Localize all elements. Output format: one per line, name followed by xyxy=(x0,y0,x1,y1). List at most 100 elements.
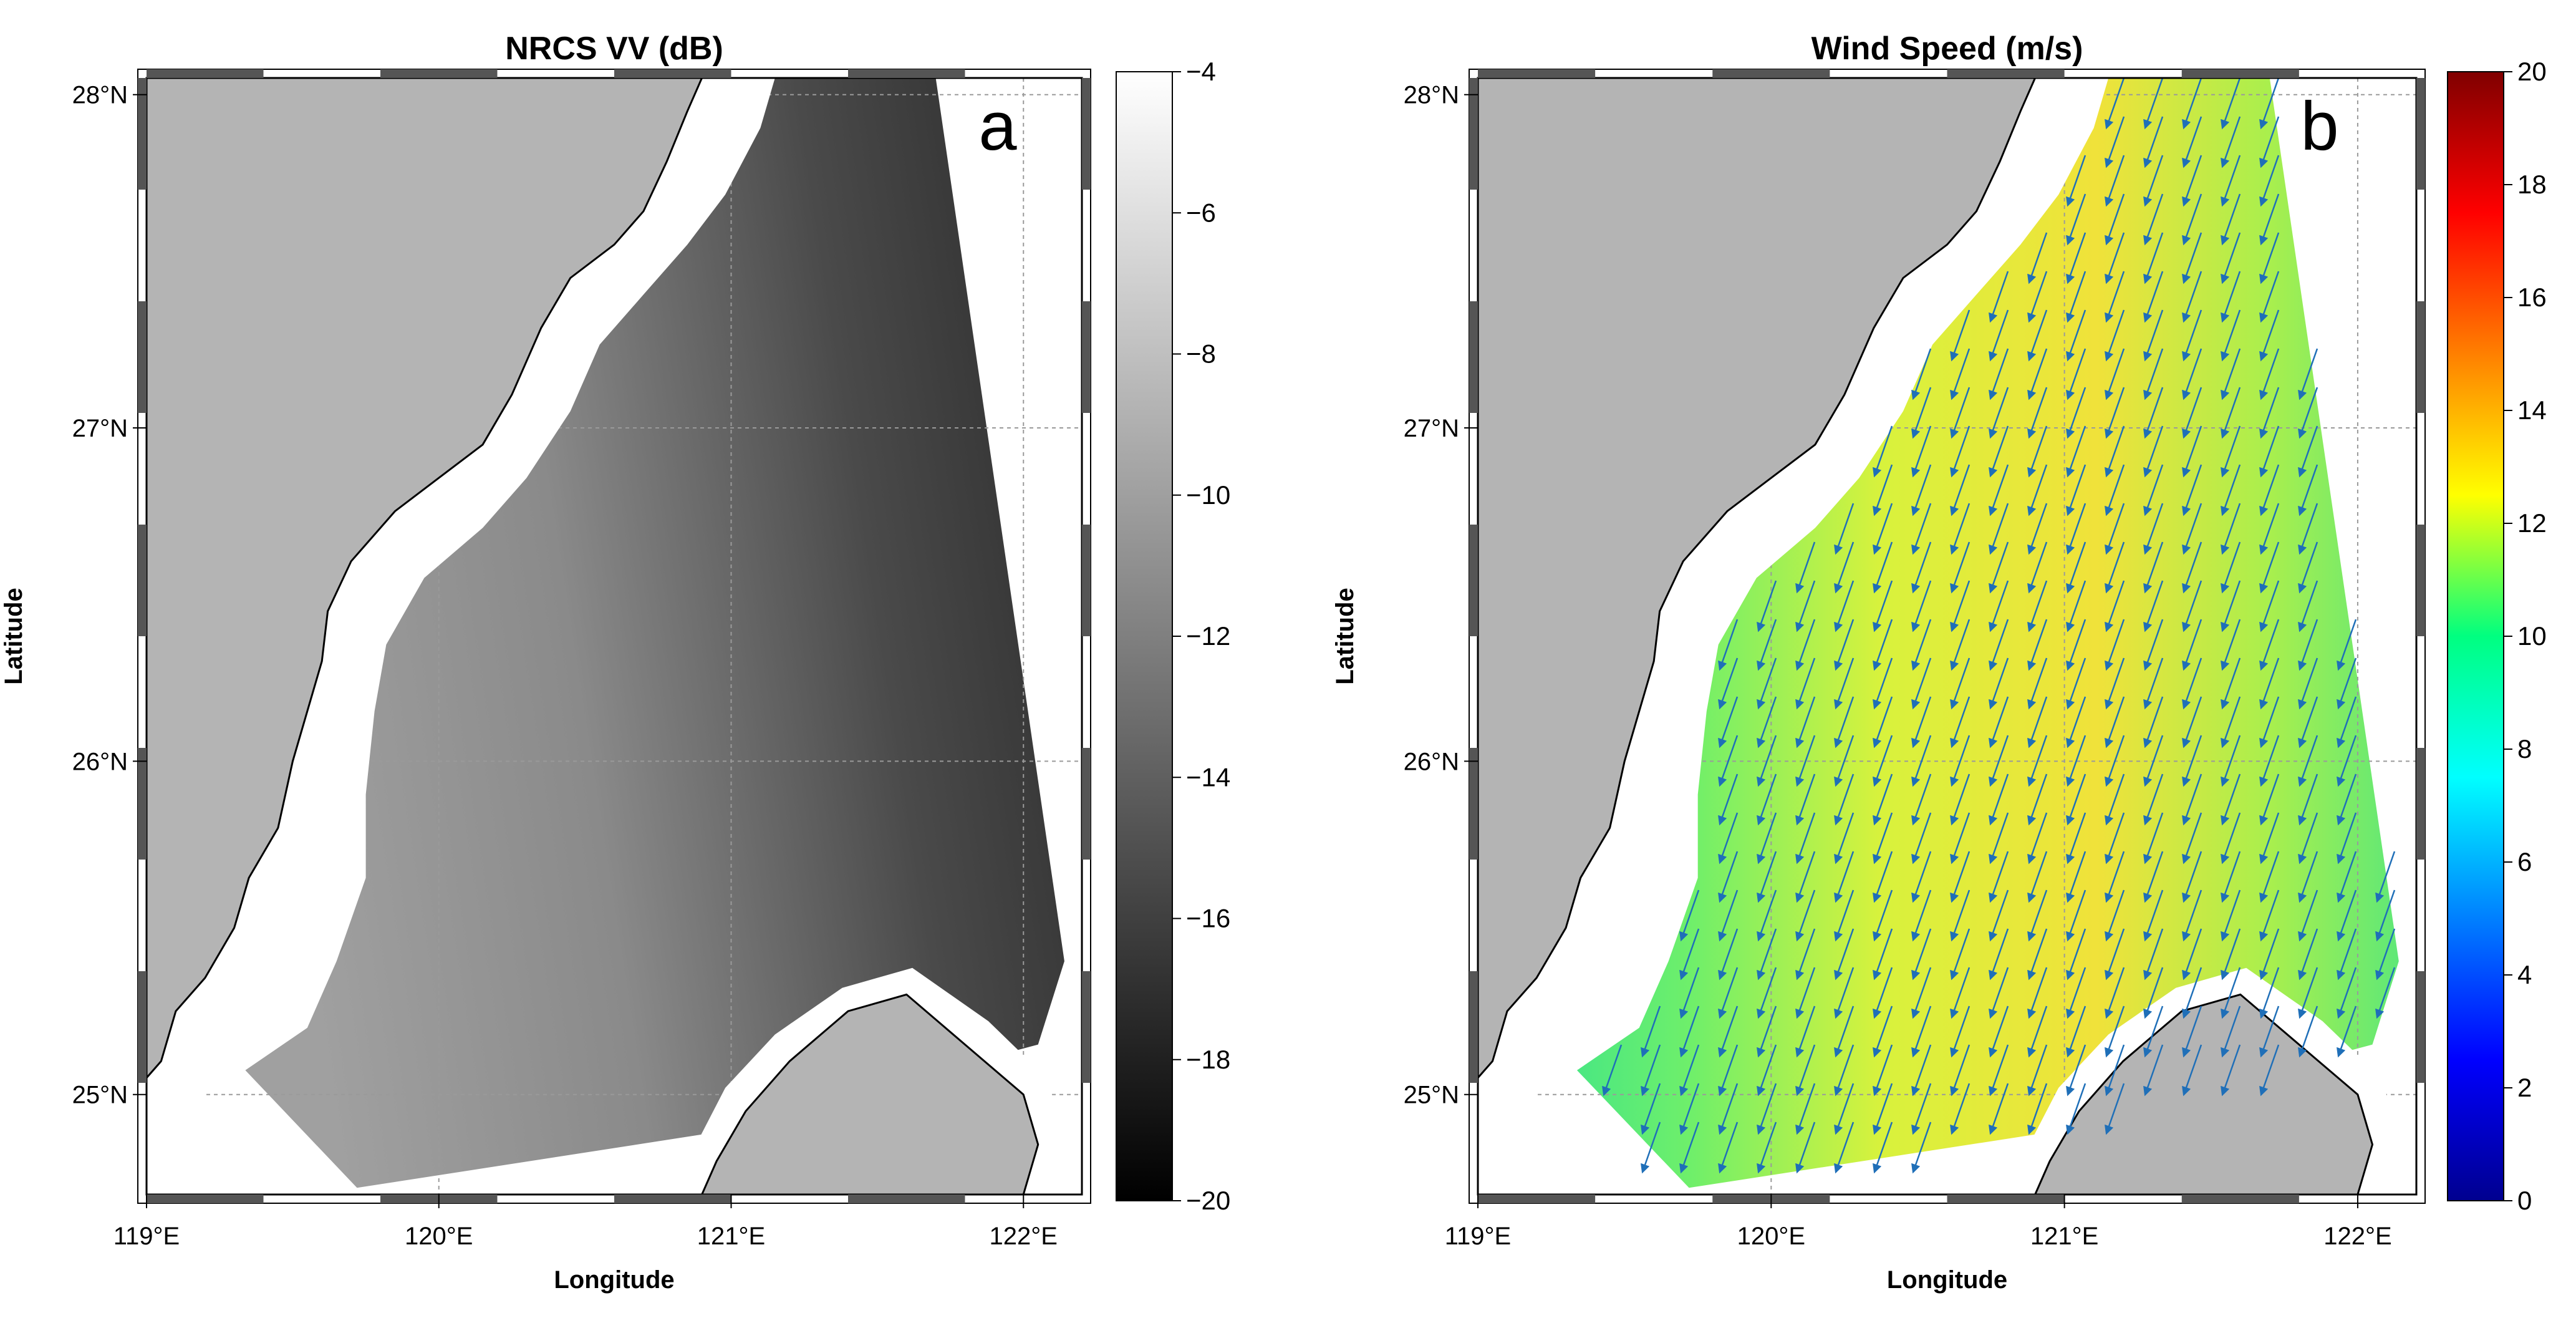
wind-vector xyxy=(1795,657,1816,710)
wind-vector xyxy=(1911,657,1932,710)
wind-vector xyxy=(2298,773,2318,826)
wind-vector xyxy=(2337,967,2357,1019)
wind-vector xyxy=(2027,232,2048,284)
wind-vector xyxy=(2027,773,2048,826)
wind-vector xyxy=(2182,889,2202,942)
wind-vector xyxy=(2027,812,2048,865)
wind-vector xyxy=(2298,619,2318,671)
wind-vector xyxy=(2105,464,2125,516)
map-border-segment xyxy=(1478,1194,1596,1203)
wind-vector xyxy=(2027,309,2048,362)
wind-vector xyxy=(2105,928,2125,981)
wind-vector xyxy=(1911,503,1932,555)
wind-vector xyxy=(2027,657,2048,710)
colorbar-tick-label: 2 xyxy=(2517,1073,2532,1102)
wind-vector xyxy=(1911,812,1932,865)
wind-vector xyxy=(1911,735,1932,787)
colorbar-tick-label: 10 xyxy=(2517,621,2547,651)
wind-vector xyxy=(2182,928,2202,981)
wind-vector xyxy=(2066,1005,2086,1058)
wind-vector xyxy=(2143,1005,2164,1058)
wind-vector xyxy=(2337,812,2357,865)
x-tick-label: 122°E xyxy=(990,1223,1058,1250)
wind-vector xyxy=(1989,1005,2009,1058)
mainland xyxy=(1477,77,2037,1080)
wind-vector xyxy=(1873,1044,1893,1097)
wind-vector xyxy=(1718,773,1739,826)
wind-vector xyxy=(1911,619,1932,671)
wind-vector xyxy=(1950,425,1971,478)
wind-vector xyxy=(2066,155,2086,207)
wind-vector xyxy=(2143,1044,2164,1097)
wind-vector xyxy=(1718,851,1739,903)
wind-vector xyxy=(1911,580,1932,632)
wind-vector xyxy=(2337,773,2357,826)
wind-vector xyxy=(1989,309,2009,362)
wind-vector xyxy=(2143,232,2164,284)
wind-vector xyxy=(2182,619,2202,671)
map-border-segment xyxy=(2181,1194,2299,1203)
wind-vector xyxy=(1718,1083,1739,1135)
wind-vector xyxy=(1834,503,1855,555)
wind-vector xyxy=(2066,735,2086,787)
map-border-segment xyxy=(1469,748,1478,860)
wind-vector xyxy=(1795,696,1816,749)
wind-vector xyxy=(1757,657,1777,710)
wind-vector xyxy=(2105,541,2125,594)
wind-vector xyxy=(1718,1044,1739,1097)
wind-vector xyxy=(1873,580,1893,632)
wind-vector xyxy=(1834,1122,1855,1174)
wind-vector xyxy=(2259,1044,2280,1097)
wind-vector xyxy=(1873,928,1893,981)
wind-vector xyxy=(1834,773,1855,826)
wind-vector xyxy=(1873,851,1893,903)
wind-vector xyxy=(2066,1044,2086,1097)
wind-vector xyxy=(2143,580,2164,632)
wind-vector xyxy=(1757,619,1777,671)
colorbar-tick-label: −10 xyxy=(1186,480,1230,510)
wind-vector xyxy=(2259,503,2280,555)
map-border-segment xyxy=(2416,748,2425,860)
map-border-segment xyxy=(1712,69,1830,78)
wind-vector xyxy=(2182,464,2202,516)
wind-vector xyxy=(2182,193,2202,246)
wind-vector xyxy=(2298,503,2318,555)
wind-vector xyxy=(2066,851,2086,903)
panel-b-y-axis-label: Latitude xyxy=(1331,588,1359,685)
map-border-segment xyxy=(1082,971,1091,1083)
wind-vector xyxy=(2182,425,2202,478)
wind-vector xyxy=(2143,928,2164,981)
wind-vector xyxy=(2337,851,2357,903)
wind-vector xyxy=(2105,967,2125,1019)
map-border-segment xyxy=(138,971,147,1083)
wind-vector xyxy=(1911,1044,1932,1097)
panel-a: 119°E 120°E 121°E 122°E 25°N 26°N 27°N 28°N NRC… xyxy=(0,31,1230,1294)
wind-vector xyxy=(2143,812,2164,865)
mainland xyxy=(145,77,703,1080)
panel-b-tick-labels: 119°E 120°E 121°E 122°E 25°N 26°N 27°N 28°N xyxy=(1404,82,2392,1250)
wind-vector xyxy=(1757,1083,1777,1135)
wind-vector xyxy=(2259,155,2280,207)
wind-vector xyxy=(1641,1005,1661,1058)
wind-vector xyxy=(1989,541,2009,594)
wind-vector xyxy=(2221,116,2241,168)
wind-vector xyxy=(2259,464,2280,516)
y-tick-label: 28°N xyxy=(1404,82,1459,109)
wind-vector xyxy=(2375,851,2396,903)
wind-vector xyxy=(2143,77,2164,130)
wind-vector xyxy=(1795,541,1816,594)
wind-vector xyxy=(1950,619,1971,671)
colorbar-tick-label: 16 xyxy=(2517,283,2547,312)
panel-b-x-axis-label: Longitude xyxy=(1887,1266,2007,1294)
wind-vector xyxy=(2182,773,2202,826)
wind-vector xyxy=(2182,503,2202,555)
wind-vector xyxy=(1873,812,1893,865)
wind-vector xyxy=(2027,889,2048,942)
wind-vector xyxy=(2298,1005,2318,1058)
wind-vector xyxy=(1757,928,1777,981)
wind-vector xyxy=(1989,580,2009,632)
wind-vector xyxy=(2337,735,2357,787)
wind-vector xyxy=(1989,967,2009,1019)
wind-vector xyxy=(2221,193,2241,246)
wind-vector xyxy=(2066,773,2086,826)
